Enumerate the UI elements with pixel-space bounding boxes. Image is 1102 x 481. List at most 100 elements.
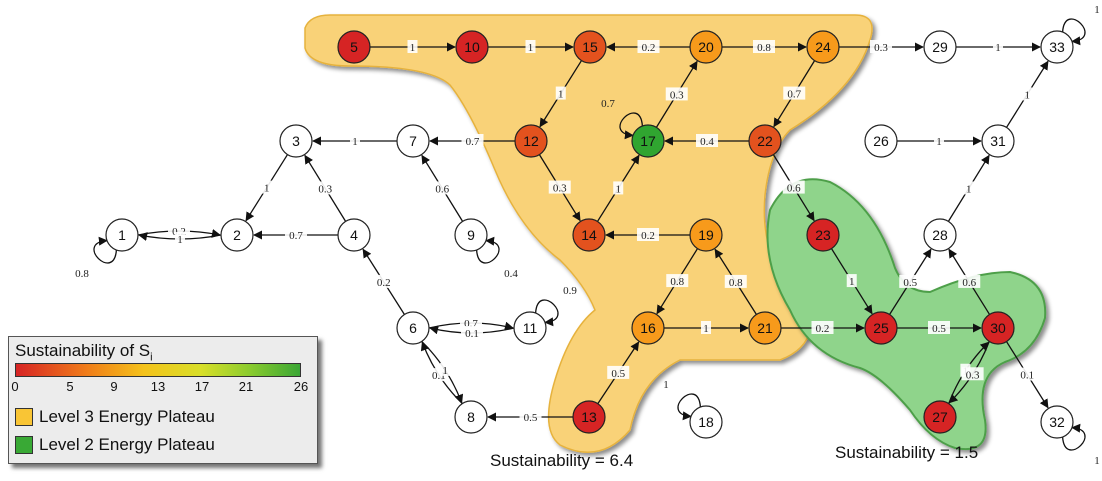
edge-6-8: 1 [421,340,464,404]
edge-label-20-15: 0.2 [642,42,656,54]
self-loop-label-18: 1 [663,379,669,391]
node-circle-15 [573,30,607,64]
edge-label-24-29: 0.3 [874,42,888,54]
node-label-31: 31 [990,133,1006,149]
edge-label-10-15: 1 [528,42,534,54]
node-label-26: 26 [873,133,889,149]
node-24: 24 [806,30,840,64]
edge-label-bg-4-3 [314,181,337,195]
node-label-15: 15 [582,39,598,55]
node-circle-2 [220,218,254,252]
edge-20-15: 0.2 [606,40,690,54]
node-circle-6 [396,311,430,345]
node-circle-11 [513,311,547,345]
node-circle-12 [514,124,548,158]
edge-15-12: 1 [539,60,583,128]
edge-label-bg-30-27 [961,367,984,381]
self-loop-line-9 [475,236,500,264]
edge-label-3-2: 1 [264,183,270,195]
edge-label-22-23: 0.6 [787,183,801,195]
edge-label-bg-9-7 [431,181,454,195]
edge-label-bg-13-16 [607,365,630,379]
node-label-20: 20 [698,39,714,55]
edge-12-14: 0.3 [538,154,581,222]
legend-tick-5: 5 [66,379,74,394]
node-7: 7 [396,124,430,158]
edge-31-33: 1 [1005,60,1049,128]
edge-6-4: 0.2 [362,248,405,315]
node-circle-21 [748,311,782,345]
node-label-9: 9 [467,227,475,243]
edge-label-19-16: 0.8 [670,276,684,288]
node-label-22: 22 [757,133,773,149]
edge-label-bg-26-31 [934,134,944,147]
node-circle-27 [923,400,957,434]
edge-25-30: 0.5 [897,321,982,335]
edge-7-3: 1 [312,134,398,148]
edge-label-2-1: 1 [177,234,183,246]
node-25: 25 [864,311,898,345]
edge-30-32: 0.1 [1005,341,1049,409]
node-label-4: 4 [350,227,358,243]
node-label-2: 2 [233,227,241,243]
edge-label-19-14: 0.2 [641,230,655,242]
node-14: 14 [572,218,606,252]
edge-label-bg-15-12 [555,86,566,100]
edge-2-1: 1 [138,232,222,246]
self-loop-line-17 [619,112,644,140]
legend-color-scale [15,363,301,377]
edge-label-15-12: 1 [558,89,564,101]
node-circle-4 [337,218,371,252]
node-circle-19 [689,218,723,252]
legend-tick-26: 26 [293,379,309,394]
self-loop-label-1: 0.8 [75,268,89,280]
edge-label-7-3: 1 [352,136,358,148]
node-5: 5 [337,30,371,64]
self-loop-32: 1 [1061,423,1100,467]
self-loop-label-17: 0.7 [601,98,615,110]
node-circle-17 [631,124,665,158]
edge-label-5-10: 1 [410,42,416,54]
legend-tick-17: 17 [194,379,210,394]
edge-label-12-14: 0.3 [553,183,567,195]
edge-label-6-8: 1 [442,365,448,377]
node-circle-8 [454,400,488,434]
node-label-27: 27 [932,409,948,425]
edge-21-25: 0.2 [781,321,865,335]
node-28: 28 [923,218,957,252]
level2-sustainability-label: Sustainability = 1.5 [835,443,978,462]
edge-label-25-28: 0.5 [903,277,917,289]
node-circle-10 [455,30,489,64]
edge-label-bg-24-29 [870,40,892,53]
node-label-21: 21 [757,320,773,336]
node-circle-18 [689,405,723,439]
edge-label-bg-6-4 [372,274,395,288]
edge-label-bg-24-22 [783,86,806,100]
edge-20-24: 0.8 [722,40,807,54]
node-16: 16 [631,311,665,345]
node-circle-22 [748,124,782,158]
node-4: 4 [337,218,371,252]
legend-label-level2: Level 2 Energy Plateau [39,435,215,454]
self-loop-11: 0.9 [534,285,577,327]
edge-label-bg-21-25 [811,321,834,334]
edge-label-14-17: 1 [615,183,621,195]
self-loop-33: 1 [1061,4,1100,46]
edge-label-28-31: 1 [966,183,972,195]
node-19: 19 [689,218,723,252]
edge-19-16: 0.8 [656,248,699,315]
edge-label-21-19: 0.8 [729,277,743,289]
self-loop-label-11: 0.9 [563,285,577,297]
node-27: 27 [923,400,957,434]
node-label-19: 19 [698,227,714,243]
edge-label-bg-22-17 [696,134,718,147]
node-circle-3 [279,124,313,158]
node-circle-29 [923,30,957,64]
node-31: 31 [981,124,1015,158]
edge-label-bg-12-7 [461,134,484,147]
node-label-16: 16 [640,320,656,336]
edge-label-31-33: 1 [1024,89,1030,101]
